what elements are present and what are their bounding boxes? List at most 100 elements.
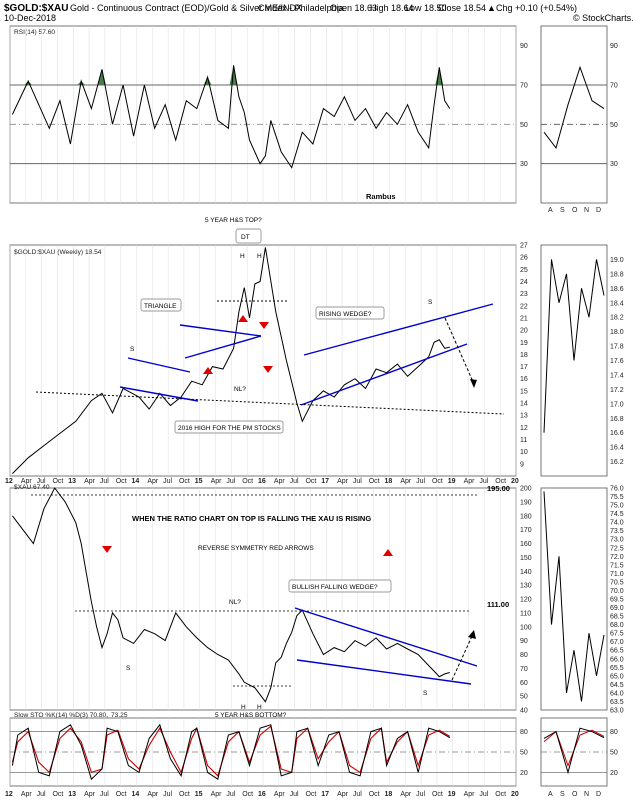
xau-y-tick: 100 [520,624,532,631]
stochastic-x-axis: 12 Apr Jul Oct 13 Apr Jul Oct 14 Apr Jul Oct 15 Apr Ju… [5,791,519,798]
xau-inset-y-tick: 69.0 [610,605,624,612]
xau-inset [543,491,605,702]
xau-price-line [12,487,450,703]
stochastic-lines [11,723,451,781]
ratio-x-tick: Jul [226,478,235,485]
stochastic-x-tick: Apr [400,791,412,798]
stochastic-x-tick: Apr [337,791,349,798]
xau-inset-y-tick: 74.5 [610,511,624,518]
ratio-x-tick: Oct [495,478,506,485]
ratio-inset-y-tick: 18.4 [610,300,624,307]
ratio-y-tick: 16 [520,376,528,383]
ratio-y-tick: 14 [520,401,528,408]
ratio-x-tick: Jul [37,478,46,485]
ratio-x-tick: Apr [84,478,96,485]
open-value: Open 18.63 [330,3,377,13]
stochastic-x-tick: Jul [163,791,172,798]
xau-inset-y-tick: 75.0 [610,503,624,510]
stochastic-x-tick: 13 [68,791,76,798]
annotation-h-left-bottom: H [241,704,246,711]
ratio-y-tick: 9 [520,461,524,468]
annotation-s-right-bottom: S [423,690,428,697]
exchange-label: CME/INDX [258,3,302,13]
xau-inset-y-tick: 70.5 [610,579,624,586]
stochastic-x-tick: Jul [479,791,488,798]
ratio-x-tick: 14 [132,478,140,485]
ratio-y-tick: 21 [520,315,528,322]
rsi-title: RSI(14) 57.60 [14,29,55,36]
annotation-nl-bottom: NL? [229,599,241,606]
ratio-inset-y-tick: 17.8 [610,344,624,351]
rsi-inset-y-tick: 50 [610,122,618,129]
xau-y-tick: 150 [520,555,532,562]
ratio-inset-y-tick: 16.8 [610,416,624,423]
falling-wedge-lower-line [296,659,472,685]
ratio-x-tick: 13 [68,478,76,485]
red-up-arrow-icon [203,367,213,374]
ratio-inset-y-tick: 18.8 [610,271,624,278]
ratio-x-tick: 16 [258,478,266,485]
ratio-x-tick: Oct [432,478,443,485]
ratio-inset-y-tick: 17.4 [610,372,624,379]
xau-inset-y-tick: 63.5 [610,699,624,706]
ratio-x-tick: Apr [211,478,223,485]
xau-title: $XAU 67.40 [14,484,50,491]
stochastic-x-tick: 12 [5,791,13,798]
annotation-nl-top: NL? [234,386,246,393]
annotation-2016-high: 2016 HIGH FOR THE PM STOCKS [178,425,281,432]
stochastic-inset-y-tick: 50 [610,750,618,757]
high-value: High 18.64 [370,3,414,13]
rsi-inset-x-tick: N [584,207,589,214]
annotation-triangle: TRIANGLE [144,303,177,310]
xau-inset-y-tick: 63.0 [610,708,624,715]
rsi-overbought-area [229,65,238,85]
ratio-y-tick: 24 [520,279,528,286]
xau-y-tick: 160 [520,541,532,548]
stochastic-d-value: 73.25 [111,712,128,719]
ratio-inset-y-tick: 17.6 [610,358,624,365]
stochastic-x-tick: 15 [195,791,203,798]
ratio-x-tick: Oct [242,478,253,485]
change-value: Chg +0.10 (+0.54%) [496,3,577,13]
stochastic-x-tick: Apr [21,791,33,798]
stochastic-title: Slow STO %K(14) %D(3) 70.80, [14,712,108,719]
stochastic-k-line [11,723,451,781]
ratio-x-tick: Jul [479,478,488,485]
ratio-x-tick: Jul [290,478,299,485]
xau-inset-y-tick: 72.5 [610,545,624,552]
xau-inset-y-tick: 64.5 [610,682,624,689]
ratio-inset-y-tick: 18.2 [610,315,624,322]
stochastic-panel: Slow STO %K(14) %D(3) 70.80, 73.25 5 YEA… [5,712,618,798]
xau-y-tick: 170 [520,527,532,534]
xau-inset-y-tick: 75.5 [610,494,624,501]
xau-y-tick: 40 [520,708,528,715]
annotation-h-right-bottom: H [257,704,262,711]
symbol-description: Gold - Continuous Contract (EOD)/Gold & … [70,3,344,13]
xau-inset-y-tick: 71.5 [610,562,624,569]
ratio-x-tick: 20 [511,478,519,485]
ratio-inset-y-tick: 19.0 [610,257,624,264]
stochastic-x-tick: Jul [37,791,46,798]
xau-y-tick: 120 [520,597,532,604]
stochastic-inset-y-tick: 80 [610,729,618,736]
ratio-x-tick: Oct [305,478,316,485]
stochastic-x-tick: Oct [52,791,63,798]
annotation-rising-wedge: RISING WEDGE? [319,311,372,318]
ratio-y-tick: 25 [520,267,528,274]
ratio-x-tick: Apr [337,478,349,485]
stochastic-x-tick: 18 [385,791,393,798]
pm-high-callout [174,420,284,434]
ratio-x-tick: Oct [369,478,380,485]
red-up-arrow-icon [383,549,393,556]
annotation-reverse-symmetry: REVERSE SYMMETRY RED ARROWS [198,545,314,552]
stochastic-y-tick: 50 [520,750,528,757]
xau-grid [9,488,517,710]
xau-inset-line [543,491,605,702]
ratio-x-tick: 15 [195,478,203,485]
ratio-x-tick: 18 [385,478,393,485]
annotation-hs-top: 5 YEAR H&S TOP? [205,217,262,224]
brand-label: © StockCharts.com [573,13,633,23]
ratio-y-tick: 11 [520,437,527,444]
